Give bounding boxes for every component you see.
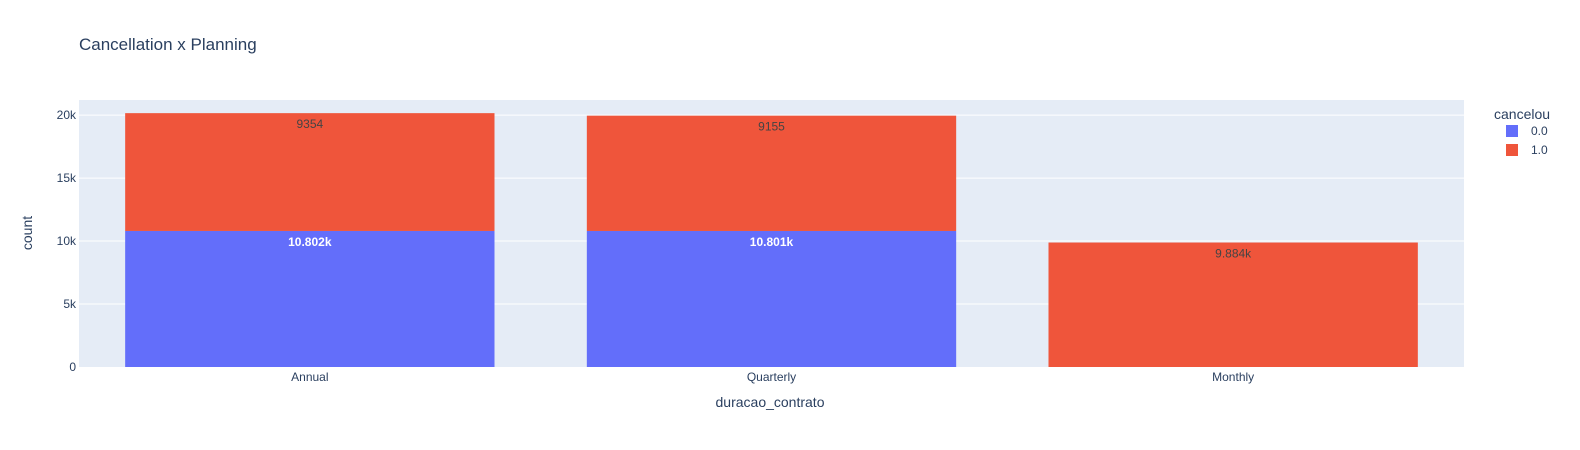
x-tick-label: Quarterly — [747, 370, 796, 384]
legend-label[interactable]: 1.0 — [1531, 143, 1548, 157]
bar-value-label: 9354 — [296, 117, 323, 131]
y-tick-label: 20k — [57, 108, 77, 122]
bar-labels: 10.802k 9354 10.801k 9155 9.884k — [288, 117, 1252, 260]
bar-monthly-series-1[interactable] — [1048, 242, 1418, 367]
y-tick-label: 0 — [69, 360, 76, 374]
bar-annual-series-0[interactable] — [125, 230, 495, 367]
legend-swatch[interactable] — [1506, 144, 1518, 156]
x-axis-ticks: Annual Quarterly Monthly — [291, 370, 1254, 384]
bar-value-label: 10.801k — [750, 235, 794, 249]
legend-title: cancelou — [1494, 106, 1550, 122]
x-tick-label: Monthly — [1212, 370, 1254, 384]
legend-swatch[interactable] — [1506, 125, 1518, 137]
legend: cancelou 0.0 1.0 — [1494, 106, 1550, 157]
x-tick-label: Annual — [291, 370, 328, 384]
y-tick-label: 5k — [63, 297, 77, 311]
bar-value-label: 9.884k — [1215, 247, 1252, 261]
bar-quarterly-series-1[interactable] — [586, 115, 957, 231]
bar-annual-series-1[interactable] — [125, 113, 495, 231]
bar-value-label: 10.802k — [288, 235, 332, 249]
y-axis-title: count — [19, 216, 35, 250]
x-axis-title: duracao_contrato — [716, 394, 825, 410]
y-tick-label: 10k — [57, 234, 77, 248]
bar-value-label: 9155 — [758, 120, 785, 134]
y-tick-label: 15k — [57, 171, 77, 185]
bars — [125, 113, 1418, 367]
bar-quarterly-series-0[interactable] — [586, 230, 957, 367]
chart-title: Cancellation x Planning — [79, 35, 257, 54]
y-axis-ticks: 0 5k 10k 15k 20k — [57, 108, 77, 374]
legend-label[interactable]: 0.0 — [1531, 124, 1548, 138]
